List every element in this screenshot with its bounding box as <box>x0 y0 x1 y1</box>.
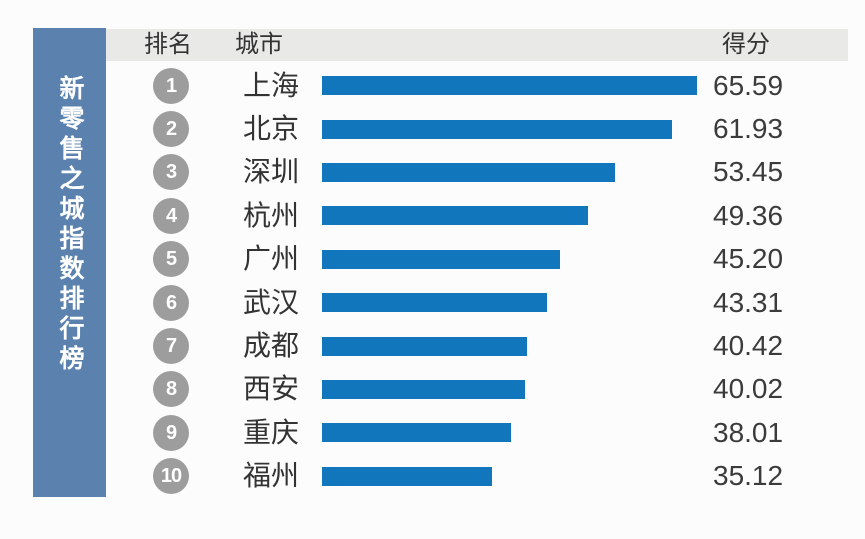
score-bar <box>322 76 697 96</box>
table-row: 3 深圳 53.45 <box>106 151 848 194</box>
table-row: 4 杭州 49.36 <box>106 194 848 237</box>
score-value: 49.36 <box>713 199 784 231</box>
score-value: 45.20 <box>713 243 784 275</box>
city-label: 成都 <box>243 330 300 362</box>
score-bar <box>322 466 492 486</box>
city-column-header: 城市 <box>235 31 283 58</box>
score-bar <box>322 249 560 269</box>
city-label: 武汉 <box>243 286 300 318</box>
title-banner: 新零售之城指数排行榜 <box>33 28 106 497</box>
table-header-row: 排名 城市 得分 <box>106 29 848 61</box>
rank-cell: 1 <box>106 67 230 104</box>
score-value: 61.93 <box>713 113 784 145</box>
bar-track <box>320 379 705 399</box>
table-row: 8 西安 40.02 <box>106 368 848 411</box>
table-row: 10 福州 35.12 <box>106 455 848 498</box>
city-label: 北京 <box>243 113 300 145</box>
rank-cell: 8 <box>106 371 230 408</box>
rank-badge: 2 <box>153 111 189 148</box>
city-label: 重庆 <box>243 416 300 448</box>
score-bar <box>322 423 511 443</box>
score-value: 40.02 <box>713 373 784 405</box>
bar-track <box>320 336 705 356</box>
rank-badge: 3 <box>153 154 189 191</box>
rank-column-header: 排名 <box>144 31 192 58</box>
table-row: 9 重庆 38.01 <box>106 411 848 454</box>
table-row: 2 北京 61.93 <box>106 107 848 150</box>
rank-badge: 1 <box>153 67 189 104</box>
rank-cell: 7 <box>106 328 230 365</box>
rank-cell: 3 <box>106 154 230 191</box>
chart-title: 新零售之城指数排行榜 <box>56 75 84 375</box>
city-label: 福州 <box>243 460 300 492</box>
bar-track <box>320 423 705 443</box>
rank-cell: 9 <box>106 414 230 451</box>
rank-badge: 4 <box>153 197 189 234</box>
rank-cell: 5 <box>106 241 230 278</box>
score-value: 38.01 <box>713 416 784 448</box>
bar-track <box>320 119 705 139</box>
score-value: 53.45 <box>713 156 784 188</box>
score-bar <box>322 379 525 399</box>
score-value: 35.12 <box>713 460 784 492</box>
score-value: 43.31 <box>713 286 784 318</box>
city-label: 广州 <box>243 243 300 275</box>
rank-cell: 2 <box>106 111 230 148</box>
ranking-table: 排名 城市 得分 1 上海 65.59 2 北京 61.93 3 深圳 <box>106 29 848 498</box>
rank-badge: 6 <box>153 284 189 321</box>
bar-track <box>320 162 705 182</box>
score-bar <box>322 119 673 139</box>
bar-track <box>320 249 705 269</box>
score-bar <box>322 293 547 313</box>
table-body: 1 上海 65.59 2 北京 61.93 3 深圳 53.45 4 杭州 <box>106 61 848 498</box>
bar-track <box>320 293 705 313</box>
rank-cell: 4 <box>106 197 230 234</box>
score-bar <box>322 336 528 356</box>
table-row: 5 广州 45.20 <box>106 238 848 281</box>
rank-badge: 7 <box>153 328 189 365</box>
rank-badge: 8 <box>153 371 189 408</box>
city-label: 深圳 <box>243 156 300 188</box>
score-bar <box>322 206 588 226</box>
city-label: 西安 <box>243 373 300 405</box>
score-value: 40.42 <box>713 330 784 362</box>
rank-cell: 6 <box>106 284 230 321</box>
table-row: 7 成都 40.42 <box>106 324 848 367</box>
score-value: 65.59 <box>713 69 784 101</box>
bar-track <box>320 206 705 226</box>
city-label: 上海 <box>243 69 300 101</box>
rank-badge: 9 <box>153 414 189 451</box>
city-label: 杭州 <box>243 199 300 231</box>
score-bar <box>322 162 616 182</box>
rank-cell: 10 <box>106 458 230 495</box>
table-row: 6 武汉 43.31 <box>106 281 848 324</box>
bar-track <box>320 76 705 96</box>
rank-badge: 5 <box>153 241 189 278</box>
rank-badge: 10 <box>153 458 189 495</box>
score-column-header: 得分 <box>722 31 770 58</box>
bar-track <box>320 466 705 486</box>
table-row: 1 上海 65.59 <box>106 64 848 107</box>
